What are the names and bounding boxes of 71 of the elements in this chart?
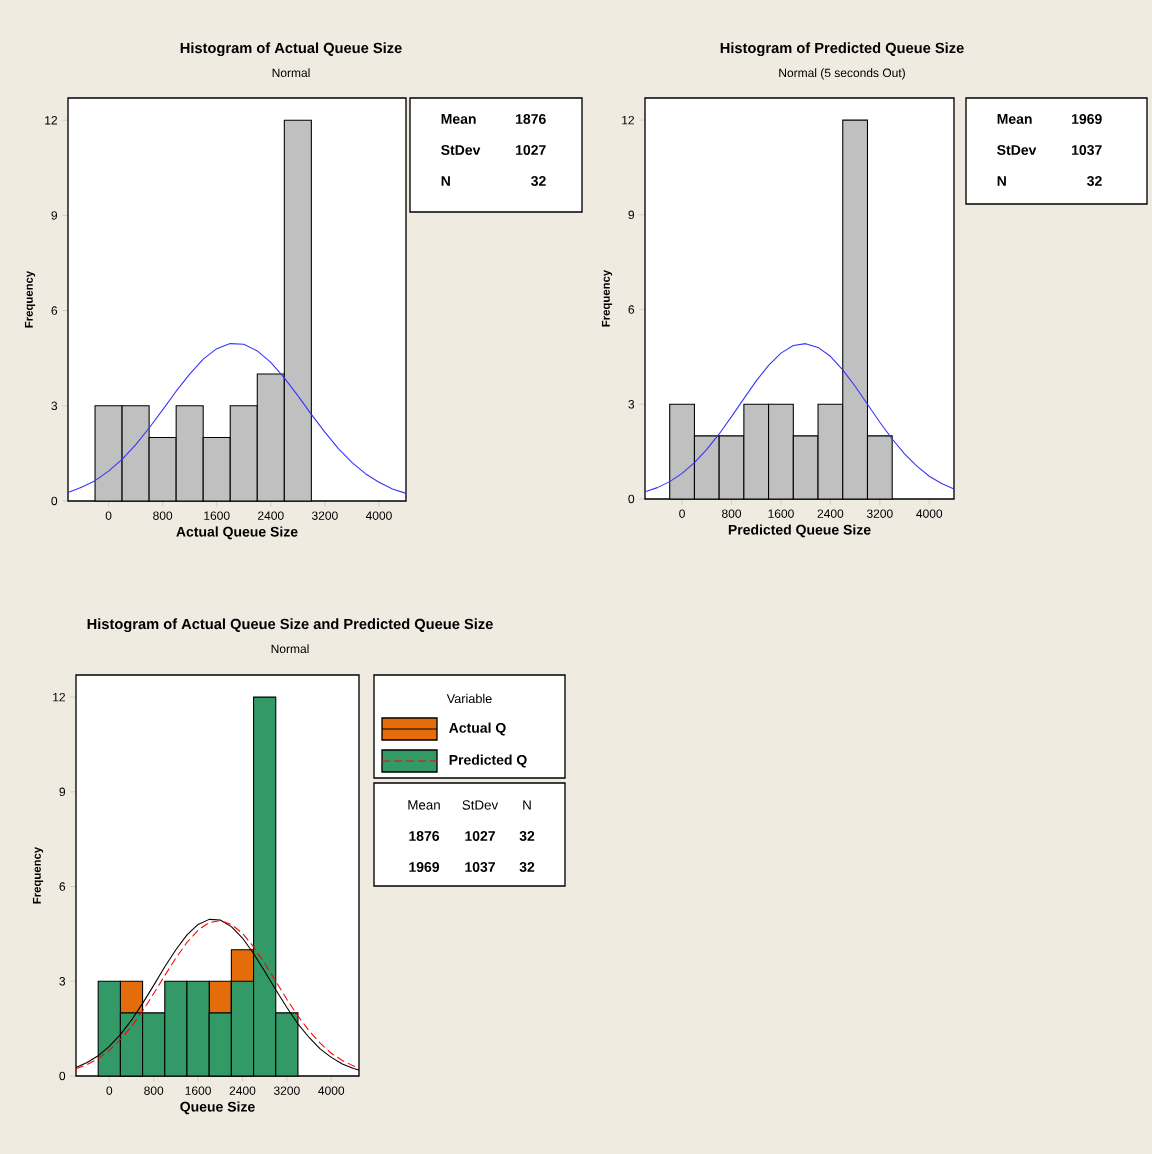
x-axis-title: Actual Queue Size [176,526,298,540]
text: N [523,800,531,810]
text: 1876 [409,831,440,841]
text: N [997,176,1006,186]
text: 32 [519,831,535,841]
text: 32 [531,176,546,186]
text: StDev [462,800,499,810]
y-tick-label: 3 [628,400,635,409]
text: 1027 [516,145,546,155]
x-tick-label: 800 [722,509,742,518]
y-tick-label: 6 [59,882,66,891]
y-tick-label: 0 [59,1071,66,1081]
x-tick-label: 3200 [866,509,893,518]
line-series [644,343,955,493]
x-tick-label: 2400 [229,1086,256,1095]
text: StDev [997,145,1037,155]
x-tick-label: 4000 [318,1086,345,1095]
y-tick-label: 9 [628,210,635,220]
text: Mean [408,800,440,810]
x-tick-label: 0 [105,511,112,520]
x-tick-label: 800 [153,511,173,520]
x-tick-label: 0 [106,1086,113,1095]
y-axis-title: Frequency [24,270,36,328]
x-tick-label: 1600 [768,509,794,518]
text: 1037 [1072,145,1102,155]
text: 32 [519,862,535,872]
y-axis-title: Frequency [32,846,44,904]
text: 1969 [409,862,440,872]
y-tick-label: 9 [51,211,58,220]
chart-title: Histogram of Actual Queue Size and Predicted Queue Size [87,618,493,633]
x-tick-label: 1600 [204,511,230,520]
chart-subtitle: Normal [272,68,310,78]
x-tick-label: 1600 [185,1086,211,1095]
x-tick-label: 4000 [365,511,392,520]
text: N [441,176,450,186]
legend-title: Variable [446,693,492,704]
text: 1027 [465,831,495,841]
chart-subtitle: Normal (5 seconds Out) [779,68,905,80]
y-tick-label: 12 [622,115,634,125]
chart-subtitle: Normal [271,644,309,654]
x-axis-title: Predicted Queue Size [728,524,871,538]
legend-label: Predicted Q [449,754,527,768]
x-tick-label: 800 [144,1086,164,1095]
text: 1969 [1072,114,1102,124]
text: 32 [1087,176,1102,186]
y-tick-label: 0 [628,494,635,504]
text: 1037 [465,862,495,872]
y-tick-label: 12 [53,692,65,702]
legend-label: Actual Q [449,722,506,736]
chart-title: Histogram of Actual Queue Size [180,42,402,57]
x-tick-label: 2400 [817,509,844,518]
y-tick-label: 12 [45,116,57,125]
y-tick-label: 3 [59,977,66,986]
x-tick-label: 0 [679,509,685,518]
x-tick-label: 3200 [273,1086,300,1095]
text: Mean [997,114,1032,124]
text: 1876 [516,114,546,124]
line-series [67,343,407,494]
y-axis-title: Frequency [601,269,613,327]
y-tick-label: 6 [628,305,635,314]
x-tick-label: 2400 [258,511,284,520]
text: StDev [441,145,481,155]
x-axis-title: Queue Size [180,1101,255,1115]
chart-title: Histogram of Predicted Queue Size [720,42,964,57]
y-tick-label: 9 [59,787,66,797]
text: Mean [441,114,476,124]
x-tick-label: 4000 [916,509,943,518]
y-tick-label: 3 [51,401,58,411]
y-tick-label: 0 [51,496,58,506]
x-tick-label: 3200 [311,511,338,520]
y-tick-label: 6 [51,306,58,315]
